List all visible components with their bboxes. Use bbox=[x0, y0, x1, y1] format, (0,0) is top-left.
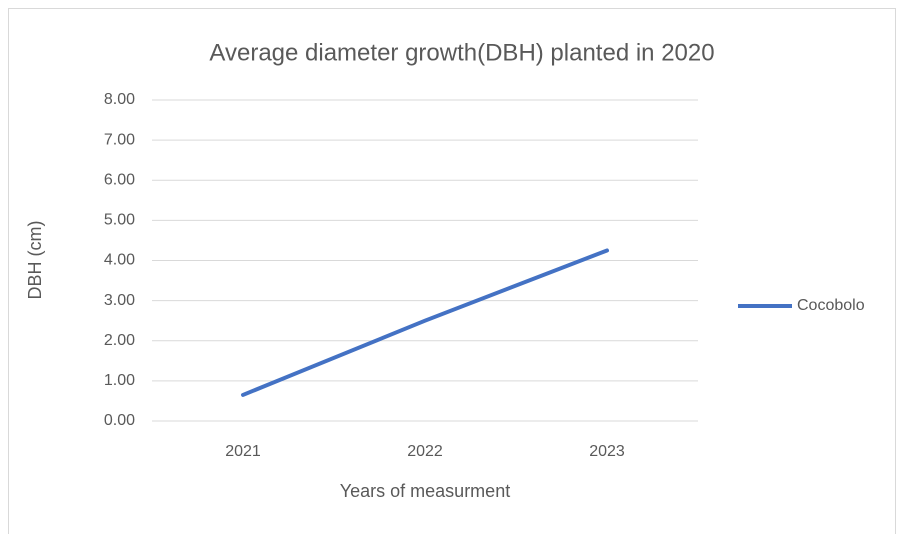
data-line bbox=[241, 248, 609, 397]
chart-frame bbox=[8, 8, 896, 534]
y-tick-label: 2.00 bbox=[104, 332, 135, 349]
x-tick-label: 2021 bbox=[225, 443, 261, 460]
x-tick-label: 2023 bbox=[589, 443, 625, 460]
y-tick-label: 0.00 bbox=[104, 412, 135, 429]
y-tick-label: 1.00 bbox=[104, 372, 135, 389]
y-tick-label: 3.00 bbox=[104, 292, 135, 309]
y-tick-label: 4.00 bbox=[104, 252, 135, 269]
x-axis-label: Years of measurment bbox=[340, 481, 510, 501]
legend-label: Cocobolo bbox=[797, 297, 865, 314]
y-tick-label: 5.00 bbox=[104, 212, 135, 229]
x-tick-label: 2022 bbox=[407, 443, 443, 460]
y-tick-label: 7.00 bbox=[104, 131, 135, 148]
y-tick-label: 8.00 bbox=[104, 91, 135, 108]
y-tick-label: 6.00 bbox=[104, 171, 135, 188]
y-axis-label: DBH (cm) bbox=[25, 221, 45, 300]
chart-title: Average diameter growth(DBH) planted in … bbox=[209, 39, 714, 66]
